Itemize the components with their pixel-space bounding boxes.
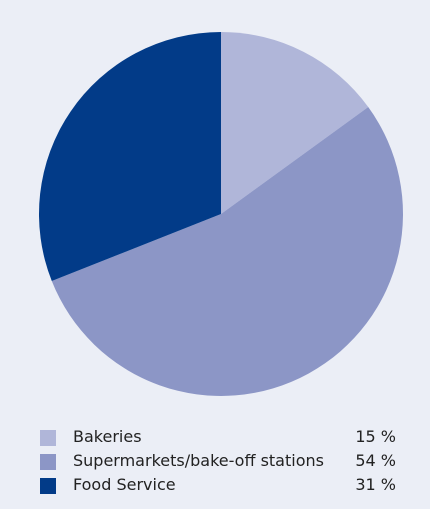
legend-value-bakeries: 15 % bbox=[355, 427, 396, 446]
legend-swatch-food-service bbox=[40, 478, 56, 494]
legend: Bakeries 15 % Supermarkets/bake-off stat… bbox=[40, 425, 400, 497]
legend-swatch-bakeries bbox=[40, 430, 56, 446]
pie-chart bbox=[38, 32, 403, 396]
legend-item-food-service: Food Service 31 % bbox=[40, 473, 400, 497]
legend-value-supermarkets: 54 % bbox=[355, 451, 396, 470]
legend-value-food-service: 31 % bbox=[355, 475, 396, 494]
legend-label-supermarkets: Supermarkets/bake-off stations bbox=[73, 451, 324, 470]
legend-label-bakeries: Bakeries bbox=[73, 427, 142, 446]
legend-label-food-service: Food Service bbox=[73, 475, 176, 494]
pie-slice-supermarkets-bake-off-stations bbox=[51, 107, 403, 396]
pie-slice-bakeries bbox=[221, 32, 369, 214]
legend-item-supermarkets: Supermarkets/bake-off stations 54 % bbox=[40, 449, 400, 473]
pie-slice-food-service bbox=[38, 32, 222, 281]
legend-swatch-supermarkets bbox=[40, 454, 56, 470]
legend-item-bakeries: Bakeries 15 % bbox=[40, 425, 400, 449]
